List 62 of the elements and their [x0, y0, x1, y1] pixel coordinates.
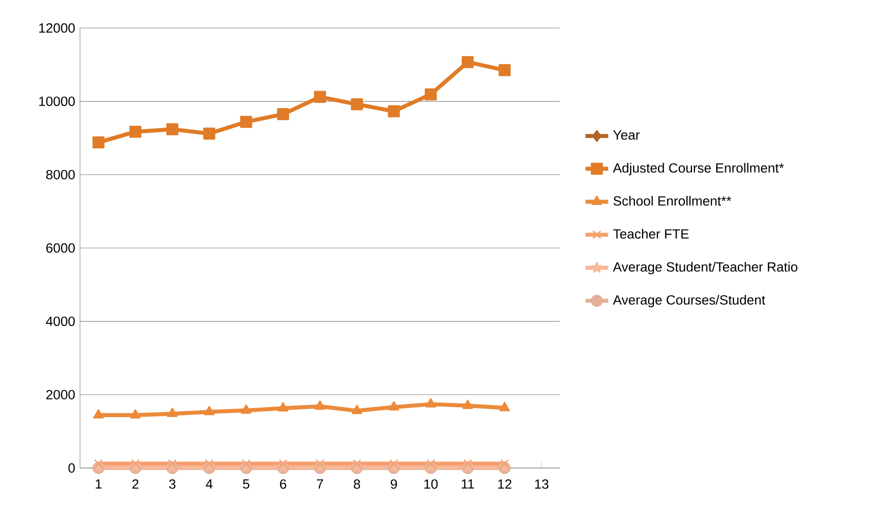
- point: [168, 459, 177, 468]
- point: [240, 404, 252, 414]
- x-tick-label: 12: [498, 479, 512, 489]
- legend-label: Adjusted Course Enrollment*: [612, 162, 784, 176]
- point: [352, 459, 362, 468]
- point: [242, 459, 251, 468]
- point: [278, 402, 288, 412]
- x-tick-label: 2: [132, 479, 138, 489]
- point: [204, 406, 215, 416]
- x-tick-label: 13: [535, 479, 548, 489]
- x-tick-label: 8: [354, 479, 360, 489]
- point: [500, 459, 510, 468]
- x-tick-label: 1: [96, 479, 102, 489]
- legend-label: Average Student/Teacher Ratio: [612, 262, 798, 274]
- point: [462, 56, 474, 68]
- x-tick-label: 10: [424, 479, 438, 489]
- point: [424, 88, 437, 100]
- x-tick-label: 11: [462, 479, 474, 489]
- point: [350, 98, 363, 110]
- point: [388, 401, 400, 410]
- point: [203, 128, 216, 140]
- legend-label: Year: [613, 130, 640, 140]
- point: [129, 126, 142, 138]
- point: [130, 409, 141, 419]
- x-tick-label: 6: [280, 479, 286, 489]
- point: [388, 105, 400, 118]
- y-tick-label: 10000: [39, 96, 75, 106]
- point: [167, 408, 178, 418]
- point: [130, 459, 140, 468]
- point: [499, 402, 510, 412]
- x-tick-label: 9: [390, 479, 397, 489]
- point: [463, 459, 472, 468]
- y-tick-label: 8000: [46, 170, 75, 180]
- point: [94, 459, 103, 468]
- point: [92, 136, 104, 148]
- point: [389, 459, 398, 468]
- point: [93, 409, 104, 419]
- point: [240, 116, 252, 128]
- y-tick-label: 6000: [46, 243, 75, 253]
- point: [316, 459, 324, 468]
- point: [462, 400, 473, 409]
- x-tick-label: 5: [243, 479, 250, 489]
- point: [498, 64, 511, 76]
- point: [314, 90, 326, 103]
- y-tick-label: 4000: [46, 316, 75, 326]
- legend-label: School Enrollment**: [614, 196, 732, 206]
- legend-label: Teacher FTE: [613, 228, 689, 239]
- y-tick-label: 12000: [39, 23, 75, 33]
- y-tick-label: 2000: [46, 390, 75, 400]
- point: [352, 404, 362, 414]
- point: [278, 459, 288, 468]
- point: [425, 398, 436, 408]
- x-tick-label: 4: [206, 479, 213, 489]
- point: [277, 108, 290, 120]
- point: [426, 459, 436, 468]
- point: [204, 459, 214, 468]
- point: [166, 123, 178, 136]
- x-tick-label: 7: [316, 479, 324, 489]
- y-tick-label: 0: [68, 463, 75, 473]
- legend-label: Average Courses/Student: [612, 294, 766, 308]
- point: [314, 400, 326, 410]
- x-tick-label: 3: [169, 479, 176, 489]
